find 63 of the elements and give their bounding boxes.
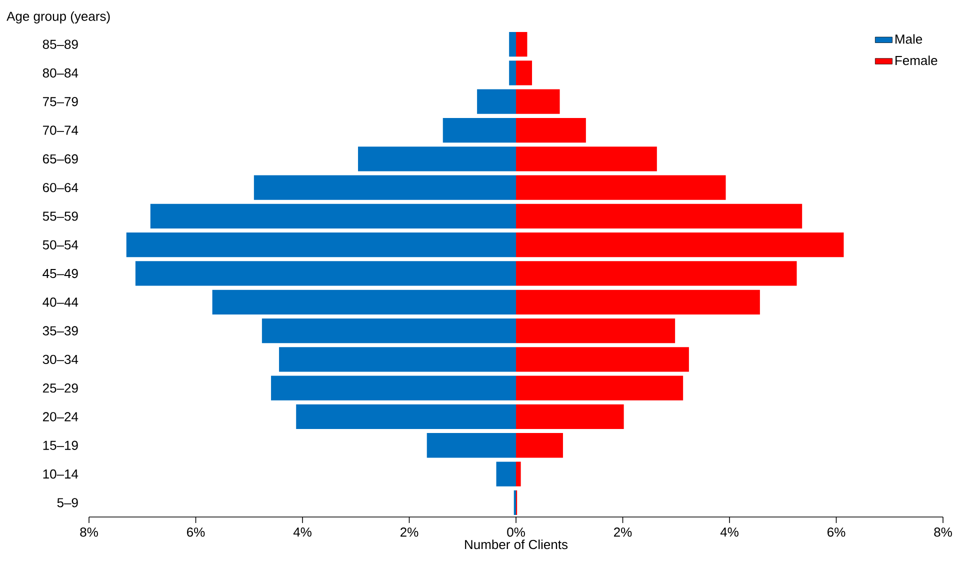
x-tick-label: 4%	[720, 528, 738, 537]
bar	[135, 261, 516, 286]
y-tick-label: 85–89	[42, 40, 78, 49]
x-tick-label: 6%	[187, 528, 205, 537]
bar	[279, 347, 516, 372]
y-tick-label: 60–64	[42, 182, 78, 192]
y-tick-label: 75–79	[43, 97, 78, 106]
bar	[271, 376, 516, 400]
y-tick-label: 50–54	[42, 240, 78, 250]
legend-label: Male	[896, 34, 922, 44]
y-tick-label: 65–69	[42, 154, 78, 164]
bar	[516, 376, 684, 400]
y-tick-label: 5–9	[57, 498, 78, 508]
y-tick-label: 80–84	[42, 68, 78, 78]
bar	[516, 261, 797, 286]
bar	[358, 146, 516, 172]
bar	[516, 118, 586, 143]
y-tick-label: 10–14	[43, 469, 78, 479]
y-tick-label: 35–39	[42, 326, 78, 336]
bar	[262, 318, 516, 344]
y-tick-label: 45–49	[42, 268, 78, 278]
x-tick-label: 6%	[828, 528, 846, 537]
x-axis-title: Number of Clients	[465, 540, 568, 550]
bar	[509, 32, 516, 57]
y-tick-label: 40–44	[42, 298, 78, 307]
bar	[516, 204, 802, 229]
bar	[254, 175, 516, 200]
y-tick-label: 70–74	[43, 126, 78, 135]
bar	[516, 462, 521, 486]
bar	[212, 290, 516, 314]
y-tick-label: 15–19	[43, 440, 78, 450]
bar	[516, 347, 689, 372]
x-tick-label: 0%	[507, 528, 525, 537]
bar	[516, 60, 532, 86]
bar	[516, 404, 624, 430]
bar	[516, 89, 560, 114]
x-tick-label: 4%	[293, 528, 312, 537]
x-tick-label: 2%	[614, 528, 632, 537]
y-tick-label: 55–59	[42, 212, 78, 221]
bar	[442, 118, 516, 143]
x-tick-label: 8%	[80, 528, 98, 537]
bar	[516, 32, 528, 57]
bar	[150, 204, 516, 229]
bar	[514, 490, 516, 515]
bar	[426, 433, 516, 458]
bar	[516, 433, 563, 458]
bar	[477, 89, 516, 114]
bar	[516, 290, 760, 314]
bar	[516, 175, 726, 200]
y-tick-label: 20–24	[42, 412, 78, 422]
x-tick-label: 2%	[400, 528, 418, 537]
bar	[496, 462, 516, 486]
bar	[296, 404, 516, 430]
x-tick-label: 8%	[934, 528, 952, 537]
bar	[516, 146, 657, 172]
bar	[516, 232, 844, 258]
bar	[126, 232, 516, 258]
y-axis-title: Age group (years)	[6, 11, 110, 24]
y-tick-label: 25–29	[42, 383, 78, 393]
bar	[516, 318, 676, 344]
legend-label: Female	[896, 56, 938, 66]
bar	[509, 60, 516, 86]
y-tick-label: 30–34	[42, 354, 78, 364]
